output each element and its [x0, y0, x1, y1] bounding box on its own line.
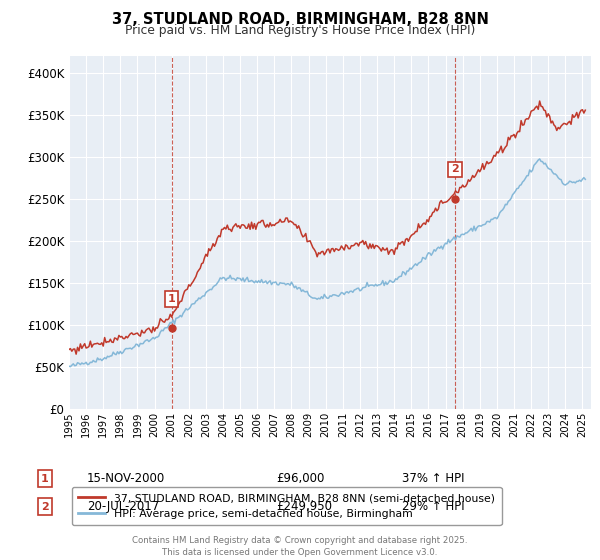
- Legend: 37, STUDLAND ROAD, BIRMINGHAM, B28 8NN (semi-detached house), HPI: Average price: 37, STUDLAND ROAD, BIRMINGHAM, B28 8NN (…: [72, 487, 502, 525]
- Text: 1: 1: [168, 294, 176, 304]
- Text: 2: 2: [41, 502, 49, 512]
- Text: 29% ↑ HPI: 29% ↑ HPI: [402, 500, 464, 514]
- Text: 20-JUL-2017: 20-JUL-2017: [87, 500, 159, 514]
- Text: 2: 2: [451, 165, 459, 175]
- Text: 37% ↑ HPI: 37% ↑ HPI: [402, 472, 464, 486]
- Text: 1: 1: [41, 474, 49, 484]
- Text: Price paid vs. HM Land Registry's House Price Index (HPI): Price paid vs. HM Land Registry's House …: [125, 24, 475, 36]
- Text: 15-NOV-2000: 15-NOV-2000: [87, 472, 165, 486]
- Text: £96,000: £96,000: [276, 472, 325, 486]
- Text: £249,950: £249,950: [276, 500, 332, 514]
- Text: Contains HM Land Registry data © Crown copyright and database right 2025.
This d: Contains HM Land Registry data © Crown c…: [132, 536, 468, 557]
- Text: 37, STUDLAND ROAD, BIRMINGHAM, B28 8NN: 37, STUDLAND ROAD, BIRMINGHAM, B28 8NN: [112, 12, 488, 27]
